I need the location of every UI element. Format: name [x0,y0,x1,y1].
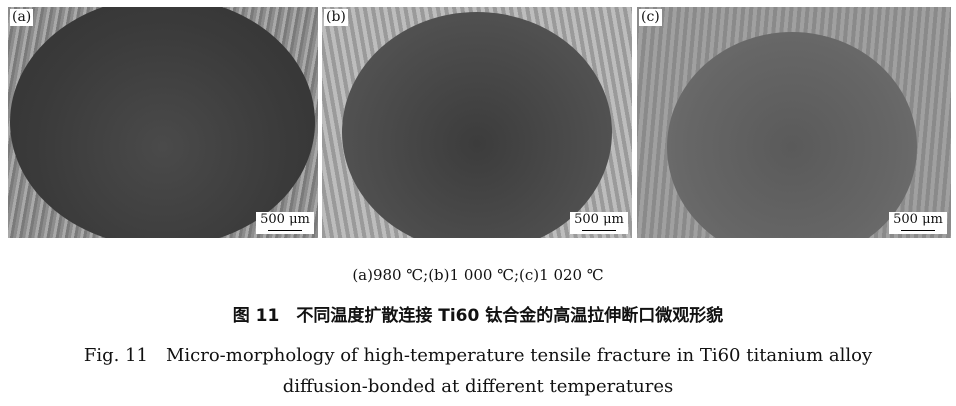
fracture-surface [667,32,917,238]
panel-label: (b) [324,9,348,26]
panel-label: (c) [639,9,662,26]
panel-label: (a) [10,9,34,26]
scale-bar: 500 μm [889,212,947,234]
scale-bar: 500 μm [570,212,628,234]
sem-image-c: (c) 500 μm [637,7,951,238]
sem-image-b: (b) 500 μm [322,7,632,238]
fracture-surface [10,7,315,238]
figure-caption-english-line1: Fig. 11 Micro-morphology of high-tempera… [83,345,873,366]
fracture-surface [342,12,612,238]
subfigure-caption: (a)980 ℃;(b)1 000 ℃;(c)1 020 ℃ [352,266,604,284]
sem-image-a: (a) 500 μm [8,7,318,238]
figure-caption-english-line2: diffusion-bonded at different temperatur… [282,376,674,397]
figure-caption-chinese: 图 11 不同温度扩散连接 Ti60 钛合金的高温拉伸断口微观形貌 [232,306,724,326]
scale-bar: 500 μm [256,212,314,234]
